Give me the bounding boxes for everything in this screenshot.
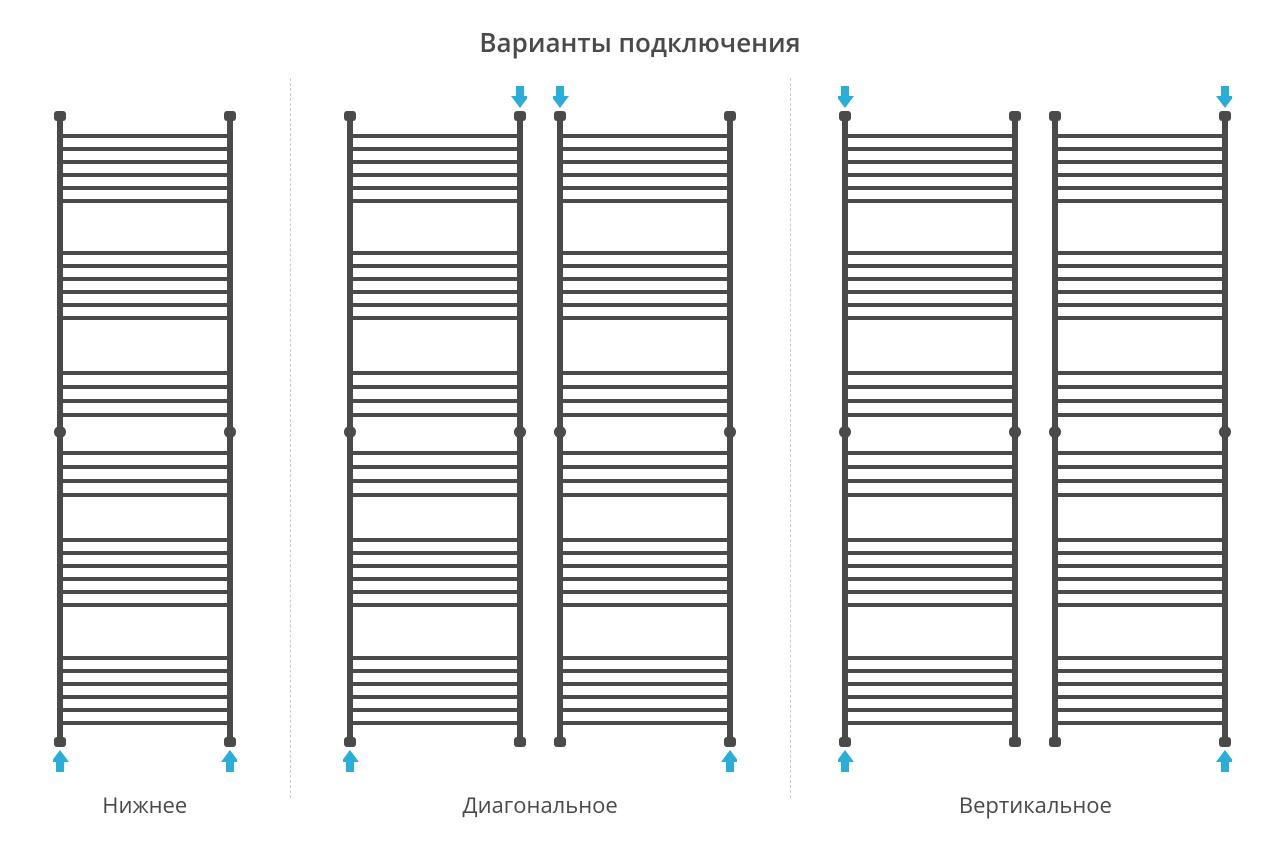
radiator-group (53, 78, 237, 780)
radiator-diagram (53, 78, 237, 780)
radiator-group (343, 78, 737, 780)
radiator-diagram (343, 78, 527, 780)
radiator-diagram (838, 78, 1022, 780)
radiator-diagram (1048, 78, 1232, 780)
column-diagonal: Диагональное (291, 78, 790, 798)
column-caption: Нижнее (102, 790, 187, 820)
page-title: Варианты подключения (0, 24, 1280, 60)
column-bottom: Нижнее (0, 78, 290, 798)
column-vertical: Вертикальное (791, 78, 1280, 798)
radiator-diagram (553, 78, 737, 780)
columns-container: НижнееДиагональноеВертикальное (0, 78, 1280, 798)
radiator-group (838, 78, 1232, 780)
column-caption: Диагональное (463, 790, 618, 820)
column-caption: Вертикальное (959, 790, 1112, 820)
